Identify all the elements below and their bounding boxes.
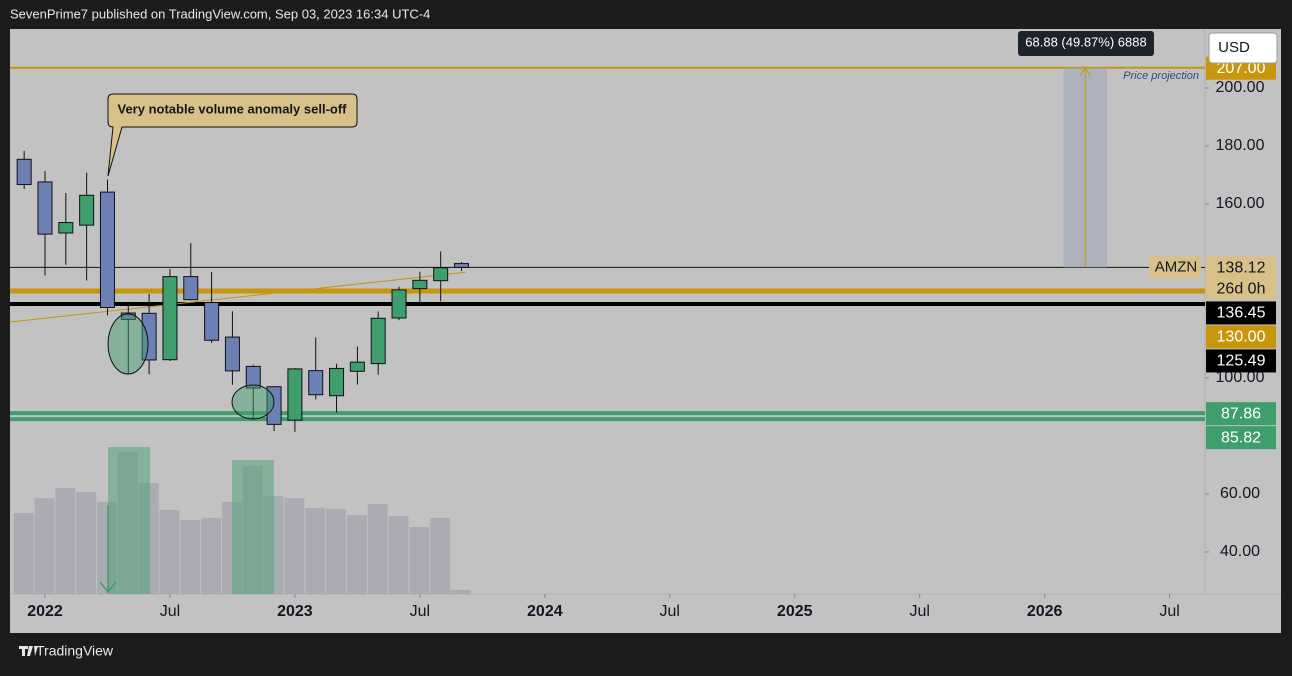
volume-bar bbox=[242, 466, 263, 594]
volume-bar bbox=[430, 518, 451, 594]
y-tick-label: 100.00 bbox=[1216, 369, 1265, 386]
x-tick-label: Jul bbox=[410, 603, 430, 620]
candle-body bbox=[412, 279, 428, 290]
volume-bar bbox=[222, 502, 242, 594]
highlight-circle bbox=[231, 384, 275, 420]
callout-text: Very notable volume anomaly sell-off bbox=[117, 101, 347, 116]
volume-bar bbox=[367, 504, 388, 594]
y-tick-label: 160.00 bbox=[1216, 195, 1265, 212]
projection-label: 68.88 (49.87%) 6888 bbox=[1025, 34, 1146, 49]
symbol-box bbox=[1149, 256, 1201, 279]
x-tick-label: 2025 bbox=[777, 603, 813, 620]
price-tag bbox=[1206, 325, 1276, 349]
volume-highlight bbox=[108, 447, 150, 594]
price-tag bbox=[1206, 349, 1276, 373]
price-tag-label: 138.12 bbox=[1217, 260, 1266, 277]
x-tick-label: Jul bbox=[1159, 603, 1179, 620]
volume-bar bbox=[346, 515, 367, 594]
header-text: SevenPrime7 published on TradingView.com… bbox=[10, 6, 430, 21]
volume-bar bbox=[263, 496, 284, 594]
volume-bar bbox=[117, 452, 138, 594]
price-tag-label: 136.45 bbox=[1217, 305, 1266, 322]
moving-average bbox=[9, 271, 466, 323]
volume-bar bbox=[159, 510, 180, 594]
candle-body bbox=[204, 302, 220, 341]
candle-body bbox=[308, 370, 324, 396]
candle-body bbox=[162, 276, 178, 361]
price-tag bbox=[1206, 301, 1276, 325]
candle-body bbox=[183, 276, 199, 301]
symbol-label: AMZN bbox=[1155, 258, 1198, 275]
volume-bar bbox=[451, 590, 471, 594]
candle-body bbox=[224, 336, 240, 372]
currency-label[interactable]: USD bbox=[1218, 39, 1250, 56]
volume-bar bbox=[180, 520, 201, 594]
y-tick-label: 180.00 bbox=[1216, 137, 1265, 154]
candle-body bbox=[99, 191, 115, 309]
currency-button[interactable] bbox=[1208, 32, 1278, 64]
volume-bar bbox=[201, 518, 222, 594]
x-tick-label: Jul bbox=[660, 603, 680, 620]
down-arrow bbox=[99, 505, 117, 594]
candle-body bbox=[58, 222, 74, 234]
candle-body bbox=[79, 194, 95, 226]
volume-bar bbox=[55, 488, 76, 594]
volume-bar bbox=[138, 483, 159, 594]
volume-bar bbox=[305, 508, 326, 594]
volume-bar bbox=[97, 502, 117, 594]
candle-body bbox=[329, 367, 345, 397]
volume-bar bbox=[388, 516, 409, 594]
projection-arrow bbox=[1079, 66, 1091, 268]
volume-bar bbox=[76, 492, 97, 594]
price-tag bbox=[1206, 256, 1276, 280]
candle-body bbox=[454, 263, 470, 268]
x-tick-label: Jul bbox=[909, 603, 929, 620]
y-tick-label: 60.00 bbox=[1220, 485, 1260, 502]
candle-body bbox=[37, 181, 53, 235]
y-tick-label: 40.00 bbox=[1220, 543, 1260, 560]
x-tick-label: 2022 bbox=[27, 603, 63, 620]
callout-box bbox=[107, 93, 358, 177]
price-tag-label: 85.82 bbox=[1221, 429, 1261, 446]
price-tag-label: 130.00 bbox=[1217, 329, 1266, 346]
volume-bar bbox=[13, 513, 34, 594]
volume-bar bbox=[34, 498, 55, 594]
candle-body bbox=[16, 158, 32, 186]
y-tick-label: 200.00 bbox=[1216, 79, 1265, 96]
overlay: 68.88 (49.87%) 6888 Price projection AMZN 2… bbox=[1018, 31, 1276, 450]
x-tick-label: 2026 bbox=[1027, 603, 1063, 620]
candle-body bbox=[349, 361, 365, 372]
price-tag bbox=[1206, 402, 1276, 426]
x-tick-label: 2024 bbox=[527, 603, 563, 620]
projection-label-box bbox=[1018, 31, 1154, 56]
candle-body bbox=[245, 365, 261, 389]
volume-bar bbox=[326, 509, 346, 594]
candle-body bbox=[141, 312, 157, 361]
x-tick-label: 2023 bbox=[277, 603, 313, 620]
candle-body bbox=[370, 317, 386, 365]
logo bbox=[19, 646, 38, 656]
candle-body bbox=[287, 368, 303, 421]
volume-highlight bbox=[232, 460, 274, 594]
countdown-label: 26d 0h bbox=[1217, 281, 1266, 298]
candle-body bbox=[391, 289, 407, 319]
countdown-tag bbox=[1206, 278, 1276, 300]
price-tag-label: 125.49 bbox=[1217, 353, 1266, 370]
price-tag bbox=[1206, 426, 1276, 450]
price-tag-label: 87.86 bbox=[1221, 405, 1261, 422]
candle-body bbox=[433, 267, 449, 282]
volume-bar bbox=[409, 527, 430, 594]
projection-title: Price projection bbox=[1123, 70, 1199, 82]
x-tick-label: Jul bbox=[160, 603, 180, 620]
price-tag-label: 207.00 bbox=[1217, 60, 1266, 77]
volume-bar bbox=[284, 498, 305, 594]
footer-brand: TradingView bbox=[36, 643, 114, 659]
highlight-circle bbox=[107, 313, 149, 375]
plot: 200.00 180.00 160.00 100.00 60.00 40.00 2022 Ju… bbox=[9, 66, 1265, 620]
